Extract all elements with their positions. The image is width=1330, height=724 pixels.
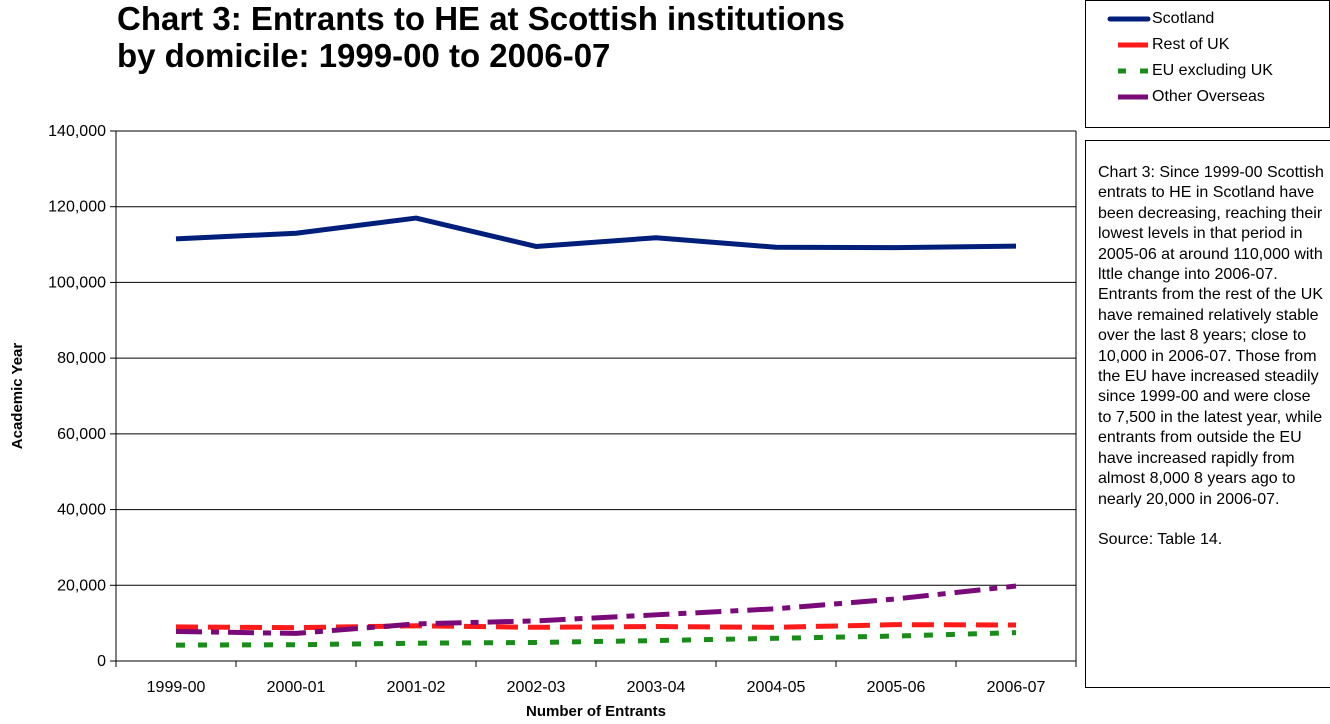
- x-axis-title: Number of Entrants: [526, 703, 666, 720]
- x-tick-label: 2004-05: [747, 679, 806, 696]
- series-line-other-overseas: [175, 583, 1017, 636]
- series-line-eu-excluding-uk: [175, 630, 1017, 648]
- legend-label: EU excluding UK: [1152, 62, 1273, 79]
- y-tick-label: 140,000: [48, 123, 106, 140]
- legend-label: Rest of UK: [1152, 36, 1230, 53]
- legend-swatch: [1118, 94, 1148, 100]
- line-chart: 0 20,000 40,000 60,000 80,000 100,000 120,000 1…: [9, 123, 1077, 720]
- x-tick-label: 2006-07: [987, 679, 1046, 696]
- y-tick-label: 40,000: [57, 502, 106, 519]
- axis-labels: 0 20,000 40,000 60,000 80,000 100,000 120,000 1…: [9, 123, 1045, 720]
- legend-item: Scotland: [1086, 7, 1326, 31]
- chart-legend: Scotland Rest of UK EU excluding UK Other O…: [1085, 0, 1330, 128]
- legend-label: Scotland: [1152, 10, 1215, 27]
- x-tick-label: 2002-03: [507, 679, 566, 696]
- y-tick-label: 60,000: [57, 426, 106, 443]
- chart-title: Chart 3: Entrants to HE at Scottish inst…: [117, 0, 845, 74]
- y-tick-label: 20,000: [57, 577, 106, 594]
- x-tick-label: 2001-02: [387, 679, 446, 696]
- commentary-text: Chart 3: Since 1999-00 Scottish entrats …: [1098, 164, 1324, 508]
- legend-label: Other Overseas: [1152, 88, 1265, 105]
- gridlines: [116, 130, 1076, 586]
- legend-item: Rest of UK: [1086, 33, 1326, 57]
- y-tick-label: 0: [97, 653, 106, 670]
- series-line-rest-of-uk: [175, 622, 1017, 631]
- series-line-scotland: [175, 215, 1017, 251]
- x-tick-label: 2003-04: [627, 679, 686, 696]
- legend-item: Other Overseas: [1086, 85, 1326, 109]
- y-tick-label: 120,000: [48, 199, 106, 216]
- axes: [110, 130, 1077, 667]
- series-lines: [175, 215, 1017, 648]
- x-tick-label: 1999-00: [147, 679, 206, 696]
- x-tick-label: 2005-06: [867, 679, 926, 696]
- chart-commentary-box: Chart 3: Since 1999-00 Scottish entrats …: [1085, 140, 1330, 688]
- legend-item: EU excluding UK: [1086, 59, 1326, 83]
- y-tick-label: 80,000: [57, 350, 106, 367]
- y-tick-label: 100,000: [48, 274, 106, 291]
- y-axis-title: Academic Year: [9, 343, 26, 450]
- source-note: Source: Table 14.: [1098, 530, 1223, 548]
- legend-swatch: [1118, 68, 1148, 74]
- legend-swatch: [1107, 16, 1151, 22]
- legend-swatch: [1118, 42, 1148, 48]
- x-tick-label: 2000-01: [267, 679, 326, 696]
